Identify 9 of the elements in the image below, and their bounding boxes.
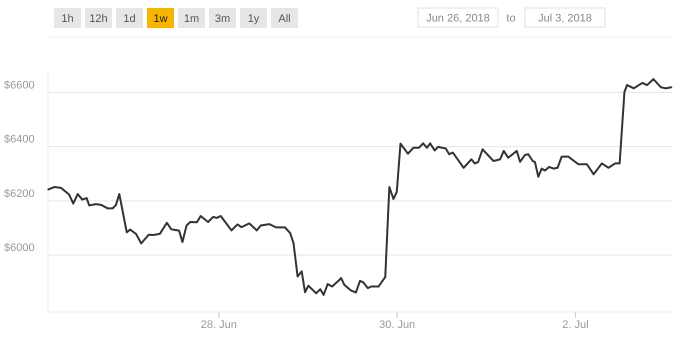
- y-tick-label: $6200: [4, 188, 35, 200]
- date-range-fields: Jun 26, 2018 to Jul 3, 2018: [418, 8, 606, 28]
- x-tick-label: 2. Jul: [562, 319, 589, 331]
- x-tick-label: 28. Jun: [200, 319, 237, 331]
- x-tick-label: 30. Jun: [379, 319, 416, 331]
- y-tick-label: $6600: [4, 79, 35, 92]
- y-tick-label: $6400: [4, 134, 35, 146]
- y-tick-label: $6000: [4, 242, 35, 254]
- range-buttons: 1h 12h 1d 1w 1m 3m 1y All: [54, 8, 298, 28]
